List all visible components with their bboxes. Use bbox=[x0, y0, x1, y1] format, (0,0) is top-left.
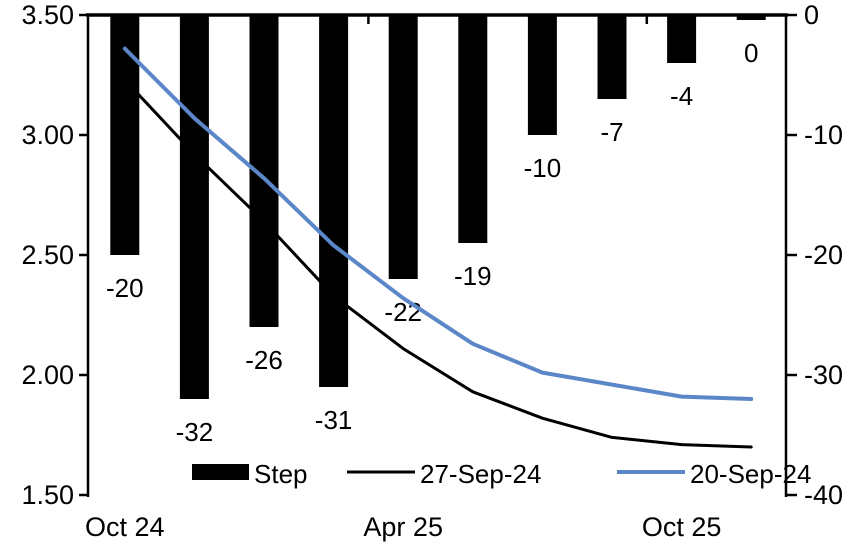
right-axis-tick-label: -40 bbox=[804, 480, 843, 510]
bar-series-step bbox=[110, 15, 766, 399]
bar-data-label: -26 bbox=[245, 345, 283, 375]
bar bbox=[458, 15, 488, 243]
right-axis-tick-label: 0 bbox=[804, 0, 819, 30]
left-axis-tick-label: 2.00 bbox=[21, 360, 74, 390]
line-20-sep-24 bbox=[122, 46, 754, 401]
right-axis-tick-label: -30 bbox=[804, 360, 843, 390]
bar bbox=[597, 15, 627, 99]
left-axis-tick-label: 3.00 bbox=[21, 120, 74, 150]
legend-bar-swatch bbox=[192, 464, 249, 480]
right-axis-tick-label: -20 bbox=[804, 240, 843, 270]
legend-label: Step bbox=[254, 459, 308, 489]
legend-item: 27-Sep-24 bbox=[347, 459, 541, 489]
bar bbox=[527, 15, 557, 135]
left-axis-tick-label: 3.50 bbox=[21, 0, 74, 30]
x-axis-tick-label: Apr 25 bbox=[363, 512, 443, 542]
bar-data-label: -31 bbox=[315, 405, 353, 435]
right-axis-tick-label: -10 bbox=[804, 120, 843, 150]
bar bbox=[388, 15, 418, 279]
bar-data-label: -20 bbox=[106, 273, 144, 303]
bar bbox=[736, 15, 766, 20]
bar bbox=[179, 15, 209, 399]
left-axis-tick-label: 1.50 bbox=[21, 480, 74, 510]
bar-data-label: -4 bbox=[670, 81, 693, 111]
bar bbox=[110, 15, 140, 255]
bar-data-label: -7 bbox=[600, 117, 623, 147]
x-axis-tick-label: Oct 24 bbox=[85, 512, 165, 542]
legend-item: Step bbox=[192, 459, 308, 489]
legend: Step 27-Sep-24 20-Sep-24 bbox=[192, 459, 811, 489]
legend-label: 27-Sep-24 bbox=[420, 459, 541, 489]
line-27-sep-24 bbox=[123, 78, 753, 449]
bar-data-label: 0 bbox=[744, 38, 758, 68]
bar-data-label: -32 bbox=[176, 417, 214, 447]
legend-item: 20-Sep-24 bbox=[617, 459, 811, 489]
x-axis-tick-label: Oct 25 bbox=[642, 512, 722, 542]
bar-data-label: -10 bbox=[524, 153, 562, 183]
left-axis-tick-label: 2.50 bbox=[21, 240, 74, 270]
legend-label: 20-Sep-24 bbox=[690, 459, 811, 489]
bar bbox=[319, 15, 349, 387]
bar bbox=[667, 15, 697, 63]
bar-data-label: -22 bbox=[384, 297, 422, 327]
bar-data-label: -19 bbox=[454, 261, 492, 291]
